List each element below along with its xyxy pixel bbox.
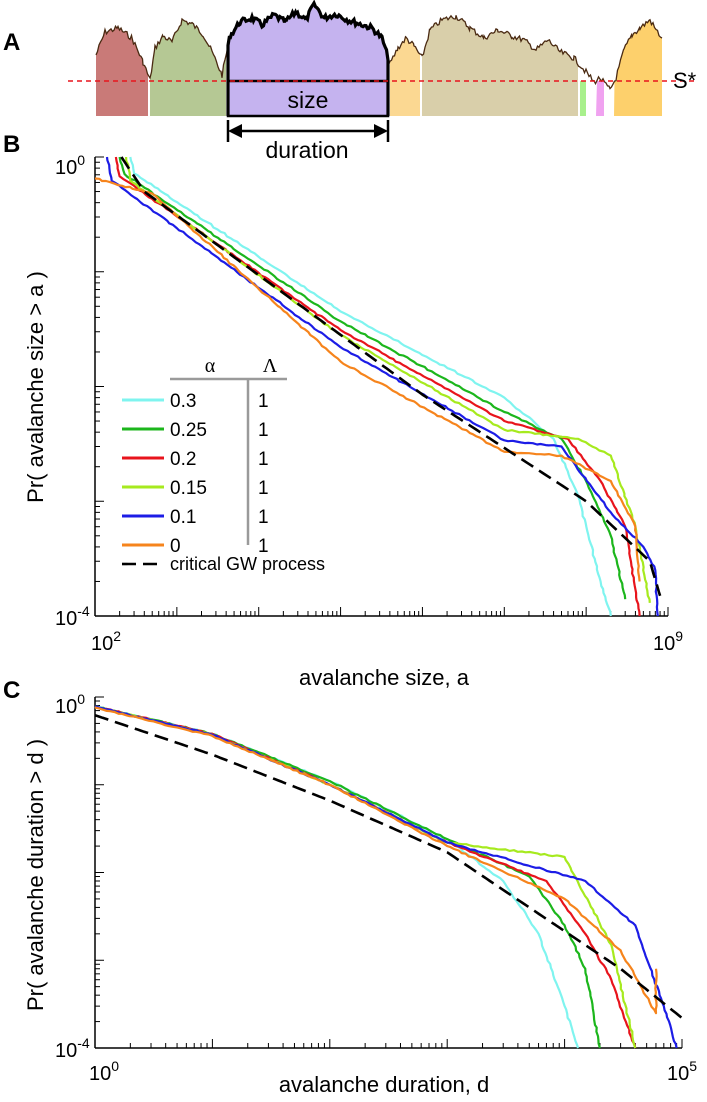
segment-avalanche	[228, 3, 388, 116]
panel-a: A S* size duration	[3, 0, 697, 163]
legend-lambda-2: 1	[258, 449, 269, 470]
legend-lambda-1: 1	[258, 420, 269, 441]
panel-c-xlabel: avalanche duration, d	[279, 1072, 489, 1097]
legend-alpha-1: 0.25	[170, 420, 207, 441]
panel-a-segments	[96, 3, 662, 118]
panel-c-series-5	[94, 706, 658, 1015]
legend-alpha-3: 0.15	[170, 478, 207, 499]
panel-b-ytick-max: 100	[55, 152, 85, 179]
panel-b-xtick-min: 102	[91, 628, 121, 655]
panel-b: B 102 109 100 10-4 avalanche size, a Pr(…	[3, 131, 683, 690]
legend-alpha-4: 0.1	[170, 507, 196, 528]
panel-b-xlabel: avalanche size, a	[299, 665, 470, 690]
panel-b-series-1	[118, 156, 627, 600]
panel-c-xtick-max: 105	[667, 1058, 697, 1085]
panel-b-series-4	[105, 156, 659, 617]
threshold-label: S*	[673, 68, 697, 93]
segment-2	[150, 18, 226, 116]
panel-b-ylabel: Pr( avalanche size > a )	[23, 271, 48, 503]
panel-b-series-5	[94, 177, 641, 582]
legend-lambda-header: Λ	[263, 355, 278, 377]
segment-5	[422, 15, 578, 116]
panel-c-axes	[94, 696, 683, 1049]
panel-c-ytick-min: 10-4	[55, 1035, 90, 1062]
panel-c-series-3	[94, 705, 637, 1049]
panel-c: C 100 105 100 10-4 avalanche duration, d…	[3, 677, 697, 1097]
panel-c-ylabel: Pr( avalanche duration > d )	[23, 739, 48, 1011]
panel-b-series-0	[129, 156, 612, 617]
panel-c-series	[94, 705, 683, 1049]
panel-b-label: B	[3, 131, 20, 158]
panel-c-label: C	[3, 677, 20, 704]
size-label: size	[288, 87, 329, 113]
segment-6	[580, 69, 586, 116]
legend-lambda-0: 1	[258, 391, 269, 412]
legend-lambda-4: 1	[258, 507, 269, 528]
panel-c-ytick-max: 100	[55, 691, 85, 718]
panel-b-ytick-min: 10-4	[55, 603, 90, 630]
panel-a-label: A	[3, 29, 20, 56]
panel-c-series-1	[94, 705, 601, 1049]
legend-dashed-label: critical GW process	[170, 554, 325, 574]
segment-7	[596, 81, 604, 116]
legend-lambda-3: 1	[258, 478, 269, 499]
panel-c-series-gw	[94, 713, 683, 1020]
panel-c-series-4	[94, 705, 678, 1049]
panel-b-axes	[94, 156, 669, 617]
avalanche-trace-highlight	[226, 0, 390, 116]
panel-b-series-3	[125, 156, 651, 603]
panel-c-series-2	[94, 705, 637, 1049]
legend: α Λ 0.3 1 0.25 1 0.2 1 0.15 1 0.1 1 0 1 critical GW…	[122, 355, 325, 574]
duration-arrow	[226, 120, 390, 142]
panel-b-series-2	[114, 156, 641, 617]
panel-c-series-0	[94, 705, 580, 1049]
legend-lambda-5: 1	[258, 536, 269, 557]
panel-b-series	[94, 156, 662, 617]
legend-alpha-header: α	[205, 355, 216, 377]
panel-b-xtick-max: 109	[653, 628, 683, 655]
panel-b-series-gw	[120, 156, 662, 597]
legend-alpha-0: 0.3	[170, 391, 196, 412]
panel-c-xtick-min: 100	[89, 1058, 119, 1085]
duration-label: duration	[265, 137, 348, 163]
segment-4	[390, 36, 420, 116]
segment-1	[96, 26, 148, 116]
legend-rows: 0.3 1 0.25 1 0.2 1 0.15 1 0.1 1 0 1	[122, 391, 269, 557]
legend-alpha-5: 0	[170, 536, 181, 557]
legend-alpha-2: 0.2	[170, 449, 196, 470]
segment-8	[614, 19, 662, 117]
